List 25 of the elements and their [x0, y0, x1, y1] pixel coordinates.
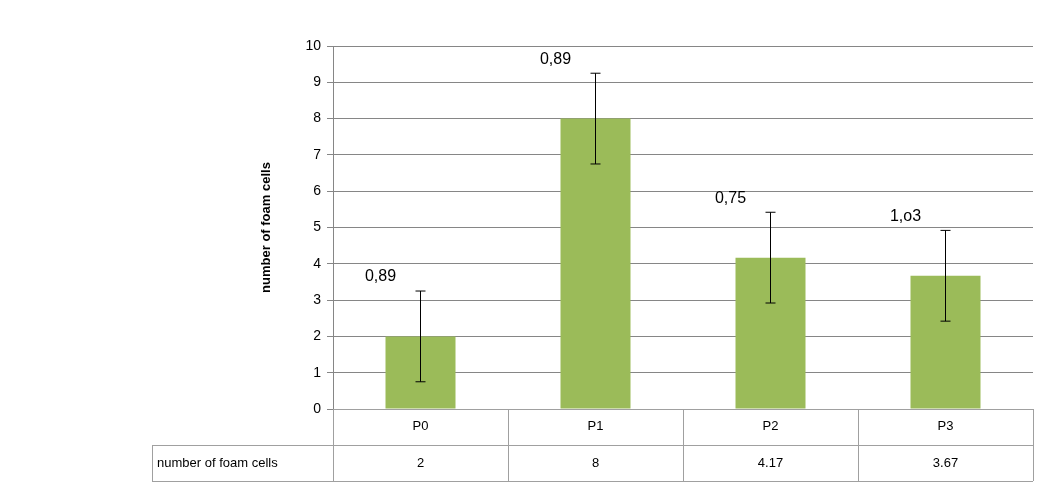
data-label: 8: [591, 454, 600, 470]
y-tick-label: 4: [313, 254, 322, 271]
y-tick-label: 3: [313, 290, 322, 307]
y-tick-label: 10: [305, 36, 322, 53]
x-tick-label: P2: [762, 418, 779, 434]
y-tick-label: 0: [313, 399, 322, 416]
y-tick-label: 1: [313, 363, 322, 380]
annotation: 0,89: [364, 267, 397, 285]
y-tick-label: 5: [313, 218, 322, 235]
data-label: 3.67: [932, 454, 959, 470]
data-label: 2: [416, 454, 425, 470]
x-tick-label: P3: [937, 418, 954, 434]
x-tick-label: P1: [587, 418, 604, 434]
annotation: 1,o3: [889, 206, 922, 224]
y-tick-label: 6: [313, 182, 322, 199]
x-tick-label: P0: [412, 418, 429, 434]
annotation: 0,75: [714, 188, 747, 206]
y-axis-title: number of foam cells: [258, 162, 274, 293]
y-tick-label: 8: [313, 109, 322, 126]
y-tick-label: 2: [313, 327, 322, 344]
data-label: 4.17: [757, 454, 784, 470]
y-tick-label: 9: [313, 73, 322, 90]
y-tick-label: 7: [313, 145, 322, 162]
text: number of foam cells: [157, 454, 279, 470]
annotation: 0,89: [539, 49, 572, 67]
